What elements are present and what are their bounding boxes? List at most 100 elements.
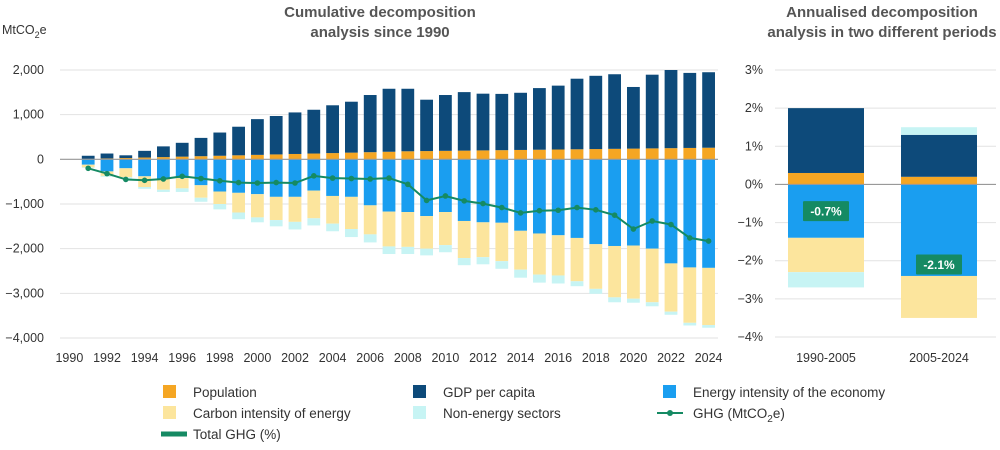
- left-bar-gdp: [589, 75, 603, 150]
- left-bar-population: [476, 150, 490, 160]
- left-bar-carbon: [645, 248, 659, 303]
- ghg-line-point: [499, 204, 505, 211]
- left-bar-gdp: [420, 99, 433, 152]
- right-y-tick-label: 0%: [745, 177, 763, 191]
- left-y-tick-label: −4,000: [5, 331, 44, 345]
- ghg-line-point: [254, 180, 261, 186]
- total-ghg-badge: [803, 201, 849, 222]
- left-x-tick-label: 2016: [544, 351, 572, 365]
- right-y-tick-label: −4%: [738, 330, 763, 344]
- left-bar-nonenergy: [345, 229, 358, 238]
- ghg-line-point: [292, 180, 298, 186]
- ghg-line-point: [179, 173, 185, 180]
- left-bar-energy: [363, 159, 377, 206]
- ghg-line-point: [687, 235, 693, 241]
- left-bar-energy: [608, 159, 621, 246]
- left-bar-gdp: [495, 93, 509, 151]
- legend-label: Non-energy sectors: [443, 406, 561, 421]
- left-bar-carbon: [683, 267, 697, 323]
- left-chart-title-line1: Cumulative decomposition: [284, 4, 476, 21]
- left-bar-energy: [664, 159, 678, 264]
- ghg-line-point: [593, 207, 599, 213]
- ghg-line-point: [480, 200, 486, 207]
- left-bar-gdp: [627, 86, 640, 149]
- right-y-tick-label: −1%: [738, 216, 763, 230]
- left-y-tick-labels: 2,000 1,000 0 −1,000 −2,000 −3,000 −4,000: [5, 63, 44, 345]
- legend-label: GDP per capita: [443, 385, 536, 400]
- left-bar-gdp: [138, 150, 151, 158]
- left-y-tick-label: 1,000: [13, 108, 44, 122]
- left-bar-carbon: [439, 212, 452, 246]
- left-bar-energy: [533, 159, 546, 234]
- ghg-line-point: [668, 221, 674, 228]
- left-bar-energy: [100, 159, 114, 172]
- left-bar-carbon: [401, 212, 415, 247]
- left-bar-population: [608, 148, 621, 160]
- left-bar-nonenergy: [382, 246, 396, 255]
- left-bar-gdp: [363, 95, 377, 153]
- left-bar-carbon: [382, 211, 396, 247]
- total-ghg-badge: [916, 254, 962, 275]
- left-bar-energy: [232, 159, 245, 193]
- left-bar-carbon: [420, 216, 433, 249]
- left-bar-population: [269, 154, 283, 160]
- left-x-tick-label: 2014: [507, 351, 535, 365]
- left-bar-energy: [251, 159, 264, 195]
- left-bar-carbon: [269, 196, 283, 221]
- left-bar-population: [138, 157, 151, 160]
- legend-swatch-dot: [667, 410, 673, 416]
- left-bar-nonenergy: [194, 197, 208, 202]
- left-bar-nonenergy: [439, 245, 452, 253]
- left-bar-population: [664, 148, 678, 160]
- left-bar-carbon: [702, 267, 715, 326]
- left-bar-carbon: [664, 263, 678, 312]
- left-bar-energy: [551, 159, 565, 236]
- left-bar-carbon: [363, 205, 377, 235]
- left-bar-energy: [457, 159, 471, 221]
- left-y-axis-unit: MtCO2e: [2, 23, 47, 40]
- left-bar-nonenergy: [702, 325, 715, 328]
- left-bar-energy: [213, 159, 227, 192]
- left-x-tick-label: 2022: [657, 351, 685, 365]
- left-bar-gdp: [232, 126, 245, 156]
- left-ghg-line: [85, 165, 712, 244]
- left-bar-population: [213, 155, 227, 160]
- ghg-line-point: [348, 175, 355, 182]
- right-bar-population: [901, 176, 977, 185]
- ghg-line-point: [461, 198, 468, 204]
- left-bar-gdp: [702, 72, 715, 148]
- left-bar-gdp: [570, 78, 584, 150]
- legend-label: Population: [193, 385, 257, 400]
- left-bar-carbon: [326, 195, 339, 224]
- left-bar-gdp: [100, 153, 114, 159]
- left-bar-carbon: [194, 185, 208, 198]
- ghg-line-point: [423, 197, 430, 204]
- right-y-tick-label: 2%: [745, 101, 763, 115]
- left-bar-gdp: [476, 93, 490, 151]
- ghg-line-point: [329, 175, 336, 181]
- legend-swatch: [413, 406, 426, 419]
- left-y-tick-label: −3,000: [5, 286, 44, 300]
- right-y-tick-label: 1%: [745, 139, 763, 153]
- ghg-line-point: [442, 193, 449, 199]
- left-bar-population: [420, 151, 433, 160]
- left-bar-nonenergy: [288, 221, 302, 230]
- left-bar-gdp: [345, 101, 358, 153]
- left-bar-population: [439, 150, 452, 160]
- ghg-line-point: [141, 177, 148, 184]
- left-bar-gdp: [269, 116, 283, 155]
- left-bar-nonenergy: [326, 223, 339, 232]
- left-bar-population: [495, 150, 509, 160]
- left-bar-gdp: [157, 146, 170, 158]
- left-x-tick-label: 2012: [469, 351, 497, 365]
- left-bar-gdp: [457, 92, 471, 151]
- ghg-line-point: [123, 176, 129, 183]
- right-y-tick-label: −2%: [738, 254, 763, 268]
- left-bar-nonenergy: [175, 188, 189, 192]
- left-bar-carbon: [232, 192, 245, 213]
- right-bar-nonenergy: [901, 127, 977, 135]
- left-bar-nonenergy: [645, 302, 659, 307]
- ghg-line-point: [85, 165, 91, 172]
- left-bar-energy: [157, 159, 170, 179]
- left-bar-population: [363, 152, 377, 160]
